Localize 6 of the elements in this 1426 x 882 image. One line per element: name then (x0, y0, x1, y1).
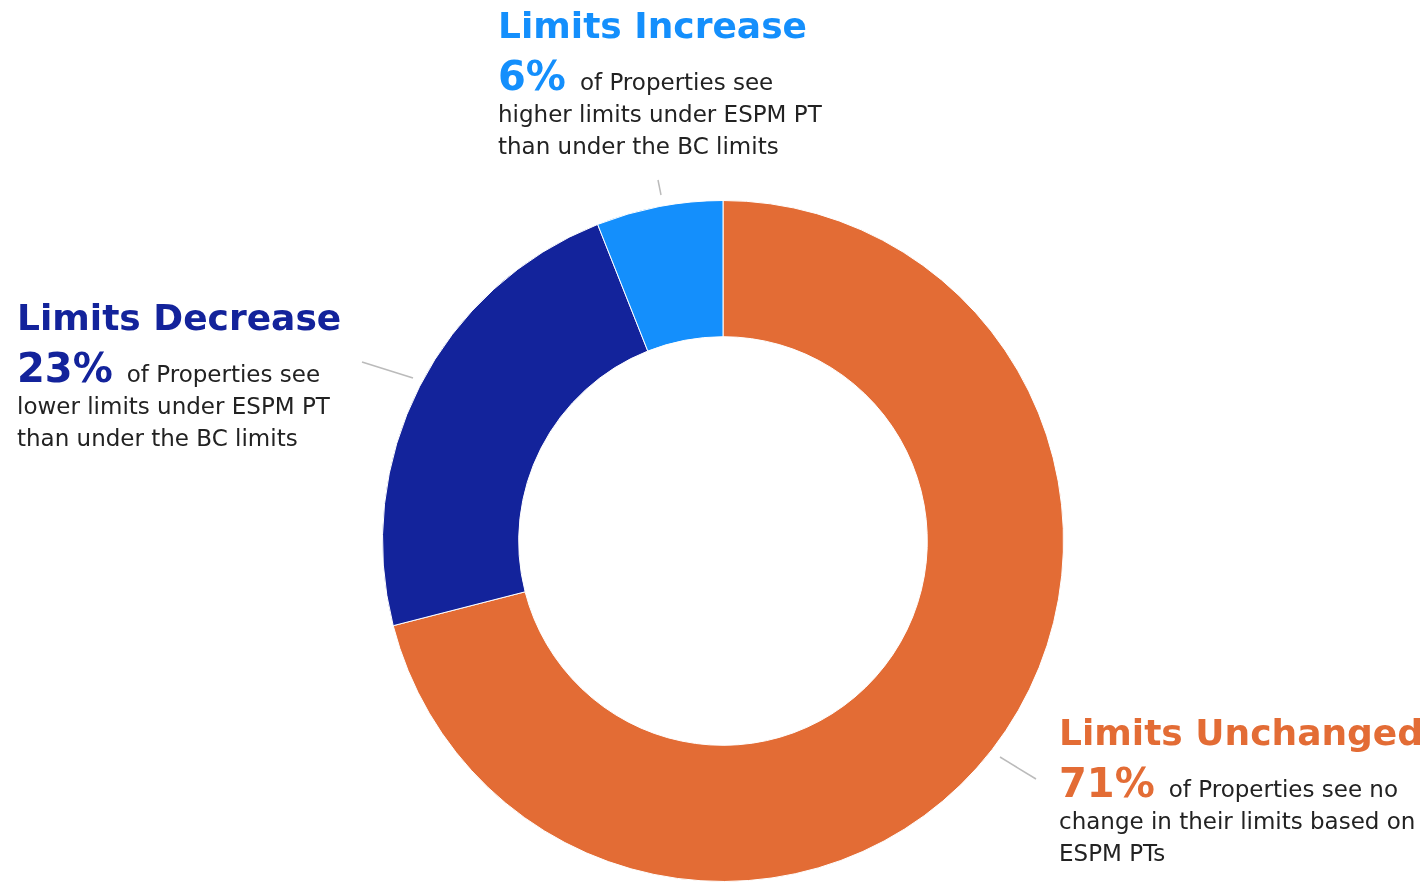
data-label: 6% (498, 53, 566, 99)
slice-label: Limits Increase (498, 5, 807, 46)
data-label: 23% (17, 345, 113, 391)
data-label: 71% (1059, 760, 1155, 806)
slice-label: Limits Decrease (17, 297, 342, 338)
slice-label: Limits Unchanged (1059, 712, 1424, 753)
